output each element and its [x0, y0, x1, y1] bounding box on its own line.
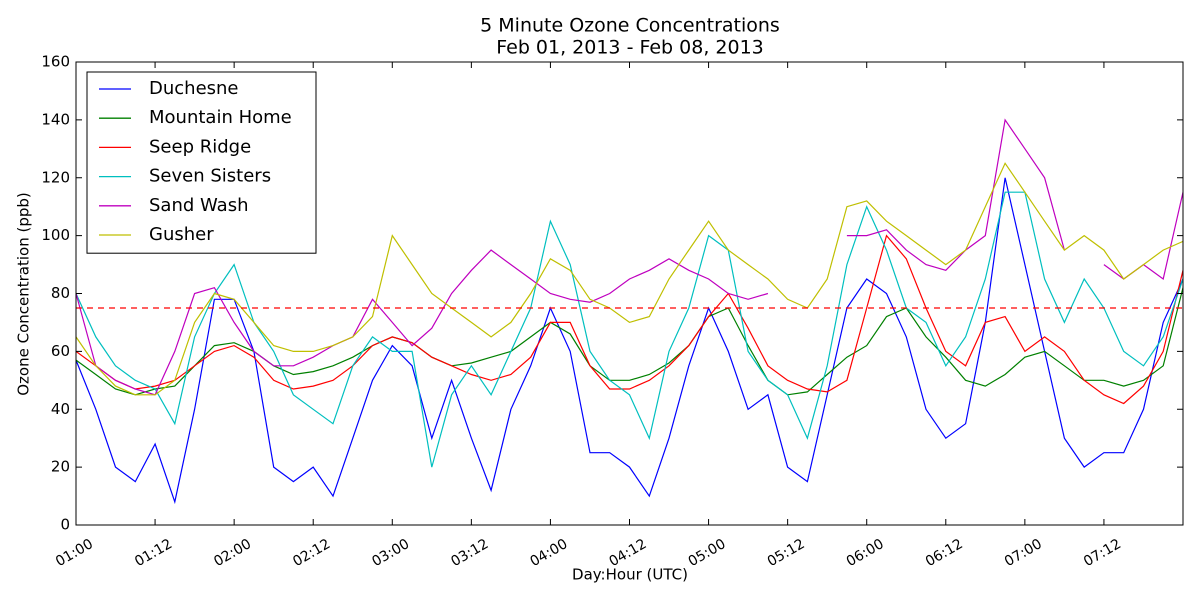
x-tick-label: 01:00	[53, 536, 96, 570]
y-tick-label: 120	[41, 168, 70, 186]
y-tick-label: 140	[41, 110, 70, 128]
legend-label: Mountain Home	[149, 107, 292, 128]
x-tick-label: 02:12	[290, 536, 333, 570]
chart-subtitle: Feb 01, 2013 - Feb 08, 2013	[496, 37, 764, 59]
series-line	[76, 162, 1183, 396]
y-axis-label: Ozone Concentration (ppb)	[15, 192, 33, 396]
x-tick-label: 01:12	[132, 536, 175, 570]
x-tick-label: 05:00	[686, 536, 729, 570]
x-tick-label: 06:00	[844, 536, 887, 570]
y-tick-label: 60	[51, 342, 70, 360]
legend-label: Gusher	[149, 224, 214, 245]
legend: Duchesne Mountain Home Seep Ridge Seven Sis…	[86, 71, 317, 254]
x-tick-label: 06:12	[923, 536, 966, 570]
x-tick-label: 03:00	[369, 536, 412, 570]
x-tick-label: 03:12	[448, 536, 491, 570]
series-line	[76, 234, 1183, 405]
legend-label: Seep Ridge	[149, 136, 251, 157]
y-tick-label: 100	[41, 226, 70, 244]
y-tick-label: 40	[51, 400, 70, 418]
x-tick-label: 04:00	[527, 536, 570, 570]
series-line	[76, 177, 1183, 505]
y-tick-label: 80	[51, 284, 70, 302]
x-tick-label: 02:00	[211, 536, 254, 570]
x-tick-label: 05:12	[765, 536, 808, 570]
chart-title: 5 Minute Ozone Concentrations	[480, 15, 780, 37]
x-tick-label: 07:00	[1002, 536, 1045, 570]
legend-box	[86, 71, 317, 254]
y-tick-label: 0	[60, 516, 70, 534]
legend-label: Seven Sisters	[149, 166, 271, 187]
x-tick-label: 07:12	[1081, 536, 1124, 570]
x-axis-label: Day:Hour (UTC)	[572, 566, 688, 584]
legend-label: Sand Wash	[149, 195, 248, 216]
y-tick-label: 20	[51, 458, 70, 476]
legend-label: Duchesne	[149, 78, 239, 99]
series-line	[76, 191, 1183, 468]
y-tick-label: 160	[41, 53, 70, 71]
